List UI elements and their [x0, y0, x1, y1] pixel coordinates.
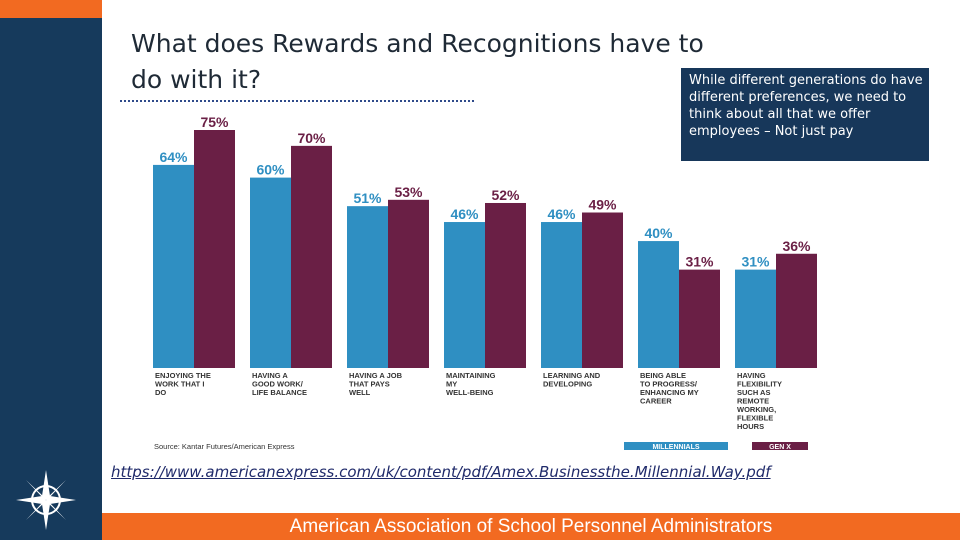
bar-millennials — [250, 177, 291, 368]
bar-genx — [485, 202, 526, 368]
footer-bar: American Association of School Personnel… — [102, 513, 960, 540]
bar-millennials — [444, 222, 485, 368]
bar-genx — [291, 145, 332, 368]
category-label: HAVING A JOB THAT PAYS WELL — [349, 371, 403, 397]
callout-box: While different generations do have diff… — [681, 68, 929, 161]
legend-label-genx: GEN X — [769, 444, 791, 451]
legend-swatch-millennials — [624, 442, 728, 450]
data-label: 64% — [159, 149, 188, 165]
data-label: 46% — [450, 206, 479, 222]
legend-label-millennials: MILLENNIALS — [652, 444, 699, 451]
bar-genx — [679, 269, 720, 368]
data-label: 52% — [491, 187, 520, 203]
category-label: LEARNING AND DEVELOPING — [543, 371, 601, 389]
data-label: 51% — [353, 190, 382, 206]
data-label: 40% — [644, 225, 673, 241]
bar-genx — [776, 253, 817, 368]
footer-text: American Association of School Personnel… — [289, 516, 773, 537]
bar-genx — [582, 212, 623, 368]
bar-genx — [388, 199, 429, 368]
category-label: MAINTAINING MY WELL-BEING — [446, 371, 496, 397]
bar-millennials — [541, 222, 582, 368]
source-note: Source: Kantar Futures/American Express — [154, 442, 295, 451]
source-link[interactable]: https://www.americanexpress.com/uk/conte… — [111, 463, 771, 481]
bar-millennials — [638, 241, 679, 368]
data-label: 60% — [256, 162, 285, 178]
bar-millennials — [153, 164, 194, 368]
category-label: BEING ABLE TO PROGRESS/ENHANCING MY CAREER — [640, 371, 699, 406]
title-underline — [120, 100, 474, 102]
data-label: 46% — [547, 206, 576, 222]
bar-millennials — [347, 206, 388, 368]
category-label: HAVING A GOOD WORK/LIFE BALANCE — [252, 371, 307, 397]
bar-genx — [194, 130, 235, 368]
sidebar — [0, 0, 102, 540]
bar-chart: 64% 75% ENJOYING THE WORK THAT I DO 60% 70% HAV… — [153, 114, 817, 451]
category-label: ENJOYING THE WORK THAT I DO — [155, 371, 211, 397]
data-label: 49% — [588, 197, 617, 213]
legend-swatch-genx — [752, 442, 808, 450]
data-label: 31% — [685, 254, 714, 270]
bar-millennials — [735, 269, 776, 368]
data-label: 36% — [782, 238, 811, 254]
slide-title: What does Rewards and Recognitions have … — [131, 29, 704, 94]
sidebar-accent — [0, 0, 102, 18]
compass-rose-icon — [16, 470, 76, 530]
data-label: 75% — [200, 114, 229, 130]
category-label: HAVING FLEXIBILITY SUCH AS REMOTE WORKING, FL… — [737, 371, 782, 431]
data-label: 53% — [394, 184, 423, 200]
data-label: 31% — [741, 254, 770, 270]
data-label: 70% — [297, 130, 326, 146]
